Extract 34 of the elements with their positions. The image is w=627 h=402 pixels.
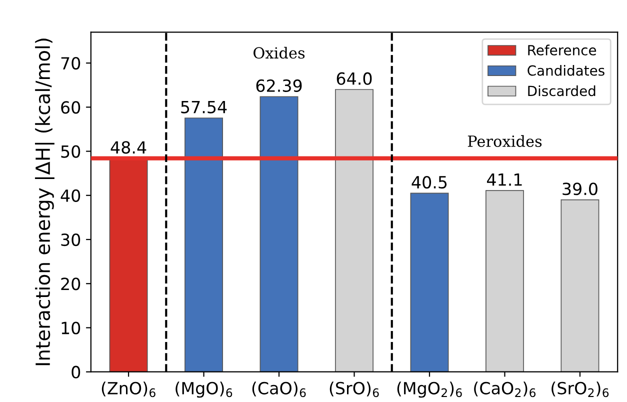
y-tick-label: 40: [60, 189, 80, 202]
data-label: 48.4: [110, 141, 146, 154]
bar: [184, 118, 224, 372]
annotation: Peroxides: [468, 135, 542, 147]
legend-label: Discarded: [528, 85, 596, 96]
y-tick-label: 60: [61, 101, 80, 114]
data-label: 41.1: [486, 174, 522, 186]
x-tick-label: (SrO$_{2}$)$_{6}$: [552, 382, 609, 398]
y-tick-label: 70: [61, 57, 80, 70]
legend-label: Reference: [528, 44, 596, 56]
x-tick-label: (CaO)$_{6}$: [252, 382, 306, 398]
bar: [335, 89, 374, 372]
annotation: Oxides: [254, 46, 305, 59]
data-label: 40.5: [412, 176, 447, 189]
x-tick-label: (ZnO)$_{6}$: [102, 382, 156, 398]
y-tick-label: 50: [61, 145, 80, 158]
x-tick-label: (SrO)$_{6}$: [330, 382, 379, 398]
bar: [486, 190, 524, 372]
x-tick-label: (MgO)$_{6}$: [176, 382, 232, 398]
y-tick-label: 10: [62, 322, 80, 334]
data-label: 57.54: [181, 101, 227, 114]
data-label: 64.0: [336, 72, 372, 85]
y-tick-label: 0: [72, 366, 80, 378]
data-label: 39.0: [562, 182, 598, 196]
y-tick-label: 20: [61, 278, 80, 290]
x-tick-label: (CaO$_{2}$)$_{6}$: [474, 382, 536, 398]
y-axis-title: Interaction energy |ΔH| (kcal/mol): [34, 38, 54, 366]
bar: [410, 192, 449, 372]
bar: [260, 96, 298, 372]
data-label: 62.39: [256, 79, 302, 92]
legend-label: Candidates: [528, 65, 604, 76]
y-tick-label: 30: [61, 233, 80, 246]
x-tick-label: (MgO$_{2}$)$_{6}$: [397, 382, 462, 398]
bar: [560, 199, 600, 372]
